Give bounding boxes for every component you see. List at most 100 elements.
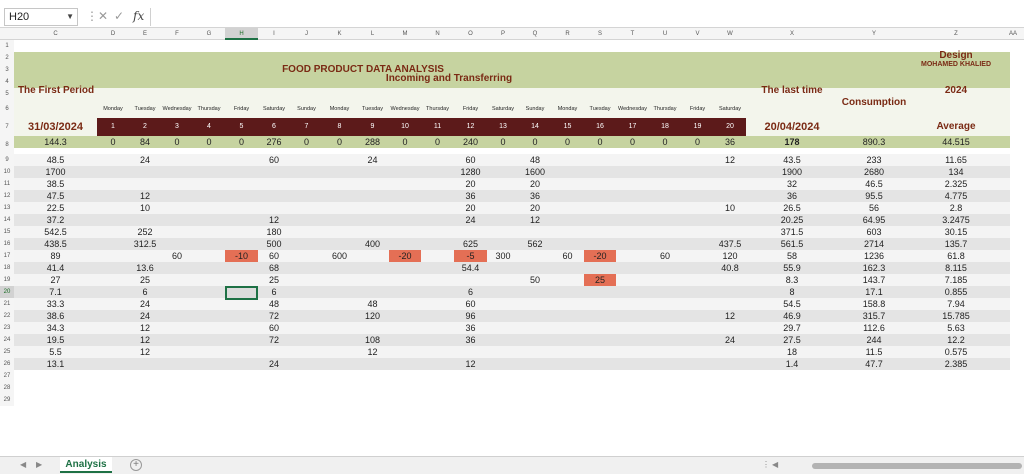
add-sheet-icon[interactable]: + xyxy=(130,459,142,471)
day-value xyxy=(487,358,519,370)
day-value xyxy=(421,190,454,202)
column-header-E[interactable]: E xyxy=(142,31,147,37)
row-header-29[interactable]: 29 xyxy=(0,394,14,406)
day-value xyxy=(323,274,356,286)
row-header-4[interactable]: 4 xyxy=(0,76,14,88)
column-header-O[interactable]: O xyxy=(468,31,473,37)
day-value: 240 xyxy=(462,137,479,147)
column-header-I[interactable]: I xyxy=(273,31,275,37)
day-label: Tuesday xyxy=(362,106,383,112)
prev-sheet-icon[interactable]: ◀ xyxy=(20,460,27,469)
column-header-L[interactable]: L xyxy=(370,31,375,37)
row-header-20[interactable]: 20 xyxy=(0,286,14,298)
row-header-27[interactable]: 27 xyxy=(0,370,14,382)
column-header-J[interactable]: J xyxy=(305,31,308,37)
horizontal-scrollbar[interactable] xyxy=(812,463,1022,469)
first-period-value: 144.3 xyxy=(44,137,67,147)
column-header-Z[interactable]: Z xyxy=(954,31,958,37)
cancel-icon[interactable]: ✕ xyxy=(98,9,109,23)
row-header-9[interactable]: 9 xyxy=(0,154,14,166)
day-value xyxy=(681,226,714,238)
selected-cell[interactable] xyxy=(225,286,258,300)
row-header-22[interactable]: 22 xyxy=(0,310,14,322)
row-header-12[interactable]: 12 xyxy=(0,190,14,202)
column-header-M[interactable]: M xyxy=(402,31,408,37)
row-header-8[interactable]: 8 xyxy=(0,136,14,154)
day-value xyxy=(551,166,584,178)
day-value xyxy=(389,346,421,358)
row-header-2[interactable]: 2 xyxy=(0,52,14,64)
column-header-Y[interactable]: Y xyxy=(871,31,876,37)
column-header-C[interactable]: C xyxy=(53,31,58,37)
row-header-6[interactable]: 6 xyxy=(0,100,14,118)
row-header-7[interactable]: 7 xyxy=(0,118,14,136)
row-header-25[interactable]: 25 xyxy=(0,346,14,358)
day-value: 6 xyxy=(271,287,277,297)
row-header-19[interactable]: 19 xyxy=(0,274,14,286)
day-value xyxy=(225,214,258,226)
column-header-S[interactable]: S xyxy=(597,31,602,37)
row-header-17[interactable]: 17 xyxy=(0,250,14,262)
chevron-down-icon[interactable]: ▼ xyxy=(66,12,74,21)
day-value xyxy=(193,214,225,226)
column-header-V[interactable]: V xyxy=(695,31,700,37)
column-header-G[interactable]: G xyxy=(206,31,212,37)
scroll-left-icon[interactable]: ◀ xyxy=(772,460,779,469)
column-header-AA[interactable]: AA xyxy=(1008,31,1017,37)
row-header-23[interactable]: 23 xyxy=(0,322,14,334)
enter-icon[interactable]: ✓ xyxy=(114,9,125,23)
last-time-value: 46.9 xyxy=(783,311,801,321)
day-value xyxy=(714,358,746,370)
name-box[interactable]: H20 ▼ xyxy=(4,8,78,26)
day-value xyxy=(616,262,649,274)
day-value xyxy=(161,262,193,274)
column-header-R[interactable]: R xyxy=(565,31,570,37)
row-header-26[interactable]: 26 xyxy=(0,358,14,370)
day-number: 8 xyxy=(323,118,356,136)
row-header-1[interactable]: 1 xyxy=(0,40,14,52)
row-header-11[interactable]: 11 xyxy=(0,178,14,190)
row-header-5[interactable]: 5 xyxy=(0,88,14,100)
column-header-T[interactable]: T xyxy=(630,31,635,37)
consumption-value: 112.6 xyxy=(863,323,885,333)
row-header-3[interactable]: 3 xyxy=(0,64,14,76)
column-header-W[interactable]: W xyxy=(727,31,733,37)
day-value: 276 xyxy=(266,137,282,147)
day-value xyxy=(649,202,681,214)
day-value xyxy=(487,214,519,226)
next-sheet-icon[interactable]: ▶ xyxy=(36,460,43,469)
column-header-U[interactable]: U xyxy=(662,31,668,37)
day-number: 12 xyxy=(454,118,487,136)
day-value xyxy=(421,322,454,334)
sheet-tab-analysis[interactable]: Analysis xyxy=(60,457,112,473)
day-value: 500 xyxy=(266,239,282,249)
report-title: FOOD PRODUCT DATA ANALYSIS xyxy=(282,64,444,75)
row-header-15[interactable]: 15 xyxy=(0,226,14,238)
sheet-grid[interactable]: FOOD PRODUCT DATA ANALYSIS Design MOHAMED … xyxy=(14,40,1024,456)
column-header-F[interactable]: F xyxy=(175,31,179,37)
day-value xyxy=(649,334,681,346)
day-value xyxy=(681,286,714,298)
day-value: -5 xyxy=(454,250,487,262)
row-header-10[interactable]: 10 xyxy=(0,166,14,178)
row-header-18[interactable]: 18 xyxy=(0,262,14,274)
column-header-D[interactable]: D xyxy=(110,31,116,37)
options-icon[interactable]: ⋮ xyxy=(762,460,770,469)
last-time-value: 8.3 xyxy=(785,275,799,285)
day-value xyxy=(356,202,389,214)
column-header-X[interactable]: X xyxy=(789,31,794,37)
row-header-28[interactable]: 28 xyxy=(0,382,14,394)
column-header-P[interactable]: P xyxy=(500,31,505,37)
fx-icon[interactable]: fx xyxy=(133,9,145,23)
row-header-21[interactable]: 21 xyxy=(0,298,14,310)
day-value: 25 xyxy=(139,275,150,285)
row-header-24[interactable]: 24 xyxy=(0,334,14,346)
column-header-N[interactable]: N xyxy=(435,31,440,37)
column-header-K[interactable]: K xyxy=(337,31,342,37)
row-header-16[interactable]: 16 xyxy=(0,238,14,250)
column-header-H[interactable]: H xyxy=(225,28,258,40)
row-header-13[interactable]: 13 xyxy=(0,202,14,214)
column-header-Q[interactable]: Q xyxy=(532,31,538,37)
row-header-14[interactable]: 14 xyxy=(0,214,14,226)
formula-input[interactable] xyxy=(150,8,1022,26)
